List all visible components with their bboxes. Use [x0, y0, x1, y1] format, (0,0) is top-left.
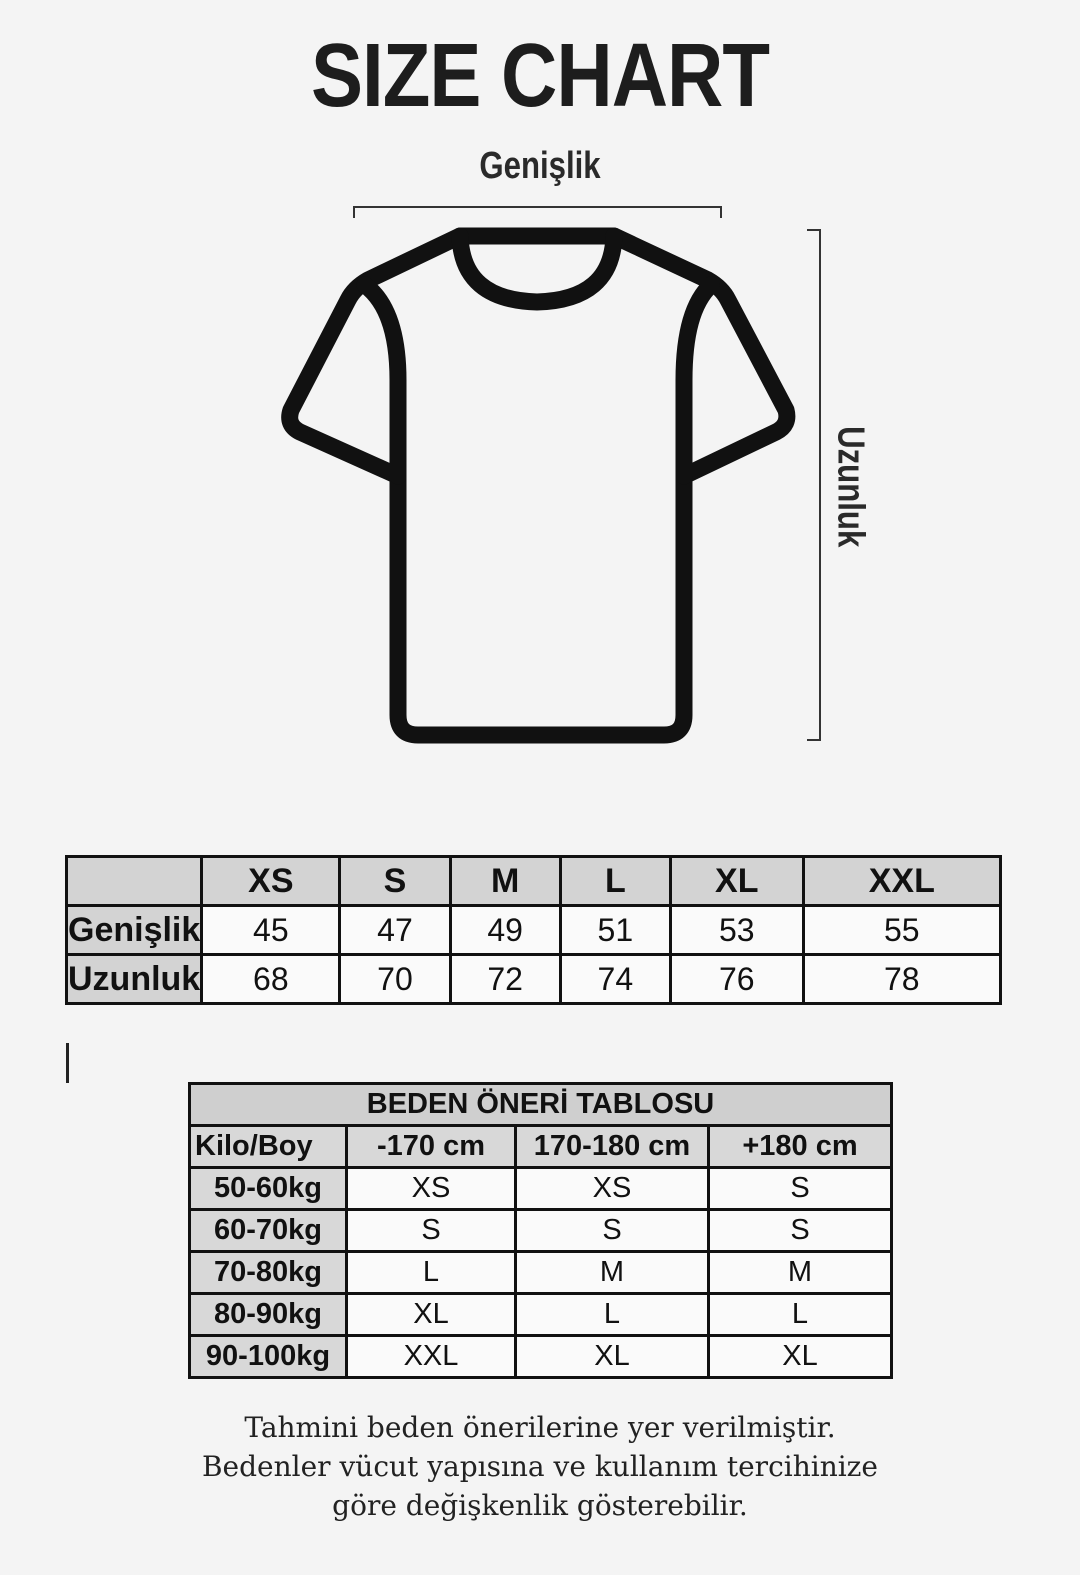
table-row: 90-100kg XXL XL XL: [188, 1334, 893, 1379]
table-title: BEDEN ÖNERİ TABLOSU: [188, 1082, 893, 1127]
size-cell: XL: [514, 1334, 710, 1379]
size-cell: XL: [345, 1292, 517, 1337]
length-bracket: [807, 229, 821, 741]
size-header: XL: [668, 855, 805, 907]
table-row: 70-80kg L M M: [188, 1250, 893, 1295]
note-line: Tahmini beden önerilerine yer verilmişti…: [244, 1411, 836, 1444]
width-bracket: [353, 206, 722, 218]
row-label: Genişlik: [64, 904, 204, 956]
disclaimer-note: Tahmini beden önerilerine yer verilmişti…: [0, 1408, 1080, 1525]
value-cell: 78: [801, 953, 1003, 1005]
size-cell: L: [345, 1250, 517, 1295]
size-cell: L: [514, 1292, 710, 1337]
table-row: Uzunluk 68 70 72 74 76 78: [64, 953, 1003, 1005]
size-header: M: [448, 855, 562, 907]
height-header: 170-180 cm: [514, 1124, 710, 1169]
value-cell: 74: [558, 953, 672, 1005]
height-header: +180 cm: [707, 1124, 893, 1169]
height-header: -170 cm: [345, 1124, 517, 1169]
table-row: Genişlik 45 47 49 51 53 55: [64, 904, 1003, 956]
table-row: 60-70kg S S S: [188, 1208, 893, 1253]
value-cell: 49: [448, 904, 562, 956]
size-cell: M: [514, 1250, 710, 1295]
width-label: Genişlik: [479, 145, 601, 187]
page-title: SIZE CHART: [311, 24, 770, 126]
size-cell: XS: [514, 1166, 710, 1211]
table-row: 50-60kg XS XS S: [188, 1166, 893, 1211]
size-cell: S: [345, 1208, 517, 1253]
size-cell: S: [707, 1166, 893, 1211]
note-line: göre değişkenlik gösterebilir.: [332, 1489, 748, 1522]
value-cell: 70: [338, 953, 452, 1005]
value-cell: 68: [200, 953, 342, 1005]
size-cell: M: [707, 1250, 893, 1295]
corner-cell: [64, 855, 204, 907]
text-cursor: [66, 1043, 69, 1083]
value-cell: 47: [338, 904, 452, 956]
size-header: L: [558, 855, 672, 907]
weight-label: 50-60kg: [188, 1166, 348, 1211]
weight-label: 70-80kg: [188, 1250, 348, 1295]
size-header: XS: [200, 855, 342, 907]
size-cell: XS: [345, 1166, 517, 1211]
value-cell: 55: [801, 904, 1003, 956]
note-line: Bedenler vücut yapısına ve kullanım terc…: [201, 1450, 879, 1483]
size-cell: S: [514, 1208, 710, 1253]
value-cell: 45: [200, 904, 342, 956]
size-recommendation-table: BEDEN ÖNERİ TABLOSU Kilo/Boy -170 cm 170…: [188, 1082, 893, 1379]
value-cell: 76: [668, 953, 805, 1005]
weight-label: 60-70kg: [188, 1208, 348, 1253]
corner-cell: Kilo/Boy: [188, 1124, 348, 1169]
size-cell: XXL: [345, 1334, 517, 1379]
value-cell: 53: [668, 904, 805, 956]
value-cell: 51: [558, 904, 672, 956]
size-cell: S: [707, 1208, 893, 1253]
size-cell: L: [707, 1292, 893, 1337]
row-label: Uzunluk: [64, 953, 204, 1005]
size-header: XXL: [801, 855, 1003, 907]
tshirt-diagram: [281, 206, 821, 744]
weight-label: 80-90kg: [188, 1292, 348, 1337]
size-header: S: [338, 855, 452, 907]
tshirt-icon: [281, 227, 796, 744]
weight-label: 90-100kg: [188, 1334, 348, 1379]
size-cell: XL: [707, 1334, 893, 1379]
value-cell: 72: [448, 953, 562, 1005]
size-table: XS S M L XL XXL Genişlik 45 47 49 51 53 …: [64, 855, 1003, 1005]
table-row: 80-90kg XL L L: [188, 1292, 893, 1337]
